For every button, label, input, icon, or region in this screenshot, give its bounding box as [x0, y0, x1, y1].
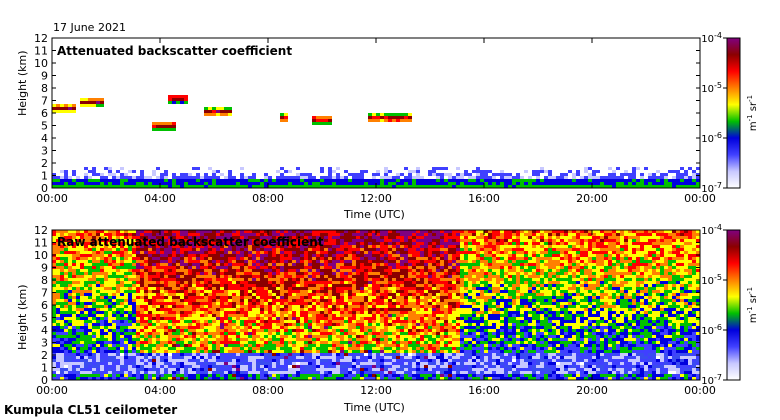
y-tick-label: 4	[41, 324, 48, 337]
colorbar-tick-label: 10-7	[701, 373, 722, 387]
y-tick-label: 11	[34, 237, 48, 250]
x-axis-label: Time (UTC)	[344, 401, 405, 414]
x-axis-label: Time (UTC)	[344, 208, 405, 221]
y-tick-label: 5	[41, 120, 48, 133]
y-tick-label: 4	[41, 132, 48, 145]
colorbar-tick-label: 10-5	[701, 81, 722, 95]
colorbar-tick-label: 10-4	[701, 223, 722, 237]
y-tick-label: 5	[41, 312, 48, 325]
y-axis-label: Height (km)	[16, 284, 29, 350]
y-tick-label: 6	[41, 299, 48, 312]
x-tick-label: 04:00	[144, 192, 176, 205]
colorbar-tick-label: 10-6	[701, 131, 722, 145]
y-tick-label: 8	[41, 82, 48, 95]
colorbar-unit-label: m-1 sr-1	[746, 95, 759, 131]
x-tick-label: 00:00	[36, 192, 68, 205]
y-tick-label: 8	[41, 274, 48, 287]
plot-background	[52, 230, 700, 380]
y-tick-label: 10	[34, 57, 48, 70]
y-tick-label: 3	[41, 145, 48, 158]
x-tick-label: 12:00	[360, 384, 392, 397]
y-tick-label: 0	[41, 374, 48, 387]
y-tick-label: 2	[41, 349, 48, 362]
plot-frame	[51, 229, 701, 381]
y-tick-label: 3	[41, 337, 48, 350]
colorbar-tick-label: 10-7	[701, 181, 722, 195]
x-tick-label: 00:00	[684, 384, 716, 397]
x-tick-label: 00:00	[36, 384, 68, 397]
y-tick-label: 11	[34, 45, 48, 58]
x-tick-label: 04:00	[144, 384, 176, 397]
site-label: Kumpula CL51 ceilometer	[4, 403, 178, 417]
colorbar-tick-label: 10-4	[701, 31, 722, 45]
colorbar-unit-label: m-1 sr-1	[746, 287, 759, 323]
y-axis-label: Height (km)	[16, 50, 29, 116]
colorbar-tick-label: 10-6	[701, 323, 722, 337]
y-tick-label: 1	[41, 362, 48, 375]
x-tick-label: 20:00	[576, 192, 608, 205]
y-tick-label: 9	[41, 70, 48, 83]
y-tick-label: 1	[41, 170, 48, 183]
y-tick-label: 7	[41, 287, 48, 300]
colorbar	[726, 229, 741, 381]
x-tick-label: 16:00	[468, 384, 500, 397]
x-tick-label: 16:00	[468, 192, 500, 205]
y-tick-label: 2	[41, 157, 48, 170]
x-tick-label: 12:00	[360, 192, 392, 205]
y-tick-label: 6	[41, 107, 48, 120]
y-tick-label: 10	[34, 249, 48, 262]
y-tick-label: 12	[34, 32, 48, 45]
panel-title: Attenuated backscatter coefficient	[57, 44, 293, 58]
x-tick-label: 08:00	[252, 192, 284, 205]
x-tick-label: 20:00	[576, 384, 608, 397]
y-tick-label: 7	[41, 95, 48, 108]
heatmap-cells	[52, 230, 700, 380]
y-tick-label: 12	[34, 224, 48, 237]
colorbar	[726, 37, 741, 189]
chart-panel-attenuated: 0 1 2 3 4 5 6 7 8 9 10 11 12 00:00 04:00 08:00 12:00 16:0…	[16, 31, 759, 221]
colorbar-tick-label: 10-5	[701, 273, 722, 287]
y-tick-label: 9	[41, 262, 48, 275]
x-tick-label: 08:00	[252, 384, 284, 397]
panel-title: Raw attenuated backscatter coefficient	[57, 235, 324, 249]
